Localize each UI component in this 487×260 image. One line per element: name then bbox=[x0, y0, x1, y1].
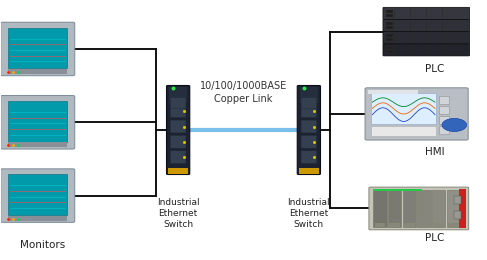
Bar bbox=[403, 190, 416, 227]
FancyBboxPatch shape bbox=[301, 98, 317, 108]
Bar bbox=[448, 223, 459, 227]
Bar bbox=[371, 93, 436, 124]
Bar bbox=[433, 223, 444, 227]
Bar bbox=[439, 126, 449, 134]
FancyBboxPatch shape bbox=[170, 151, 186, 164]
Bar bbox=[404, 223, 414, 227]
Bar bbox=[454, 211, 461, 219]
Bar bbox=[419, 223, 429, 227]
FancyBboxPatch shape bbox=[170, 120, 186, 133]
Bar bbox=[299, 168, 319, 174]
Bar bbox=[417, 190, 431, 227]
Bar bbox=[371, 126, 436, 136]
Text: PLC: PLC bbox=[425, 233, 445, 243]
Bar bbox=[8, 142, 67, 147]
Bar bbox=[386, 50, 393, 53]
FancyBboxPatch shape bbox=[383, 20, 469, 32]
Bar bbox=[386, 47, 393, 49]
Bar bbox=[169, 87, 187, 102]
FancyBboxPatch shape bbox=[170, 135, 186, 148]
FancyBboxPatch shape bbox=[383, 44, 469, 56]
FancyBboxPatch shape bbox=[301, 135, 317, 148]
Bar bbox=[300, 87, 318, 102]
Bar bbox=[389, 223, 400, 227]
FancyBboxPatch shape bbox=[301, 105, 317, 118]
FancyBboxPatch shape bbox=[383, 7, 469, 20]
Text: PLC: PLC bbox=[425, 64, 445, 74]
Bar bbox=[439, 116, 449, 124]
Bar bbox=[386, 14, 393, 17]
Bar bbox=[386, 22, 393, 25]
FancyBboxPatch shape bbox=[170, 105, 186, 118]
FancyBboxPatch shape bbox=[0, 95, 75, 149]
Bar bbox=[439, 106, 449, 114]
Bar bbox=[8, 174, 67, 215]
Bar bbox=[454, 196, 461, 204]
Bar bbox=[8, 101, 67, 142]
FancyBboxPatch shape bbox=[170, 98, 186, 108]
Bar bbox=[388, 190, 401, 227]
Text: 10/100/1000BASE
Copper Link: 10/100/1000BASE Copper Link bbox=[200, 81, 287, 104]
Bar bbox=[386, 34, 393, 37]
FancyBboxPatch shape bbox=[0, 169, 75, 222]
Text: Industrial
Ethernet
Switch: Industrial Ethernet Switch bbox=[157, 198, 200, 229]
FancyBboxPatch shape bbox=[365, 88, 468, 140]
Bar bbox=[373, 189, 422, 191]
Bar bbox=[386, 38, 393, 41]
Bar bbox=[168, 168, 188, 174]
FancyBboxPatch shape bbox=[301, 120, 317, 133]
Bar bbox=[8, 28, 67, 68]
Bar bbox=[447, 190, 460, 227]
Bar bbox=[8, 216, 67, 220]
Text: HMI: HMI bbox=[425, 147, 445, 157]
Bar bbox=[386, 26, 393, 29]
Bar bbox=[375, 223, 385, 227]
Bar bbox=[369, 90, 418, 94]
Text: Monitors: Monitors bbox=[20, 240, 65, 250]
Bar bbox=[432, 190, 445, 227]
Bar bbox=[8, 69, 67, 74]
FancyBboxPatch shape bbox=[369, 187, 468, 230]
Bar bbox=[373, 190, 387, 227]
Text: Industrial
Ethernet
Switch: Industrial Ethernet Switch bbox=[287, 198, 330, 229]
FancyBboxPatch shape bbox=[0, 22, 75, 76]
Bar bbox=[386, 10, 393, 13]
Bar bbox=[459, 189, 466, 228]
FancyBboxPatch shape bbox=[297, 86, 320, 174]
Circle shape bbox=[442, 119, 467, 132]
FancyBboxPatch shape bbox=[301, 151, 317, 164]
Bar bbox=[439, 96, 449, 104]
FancyBboxPatch shape bbox=[167, 86, 190, 174]
FancyBboxPatch shape bbox=[383, 32, 469, 44]
